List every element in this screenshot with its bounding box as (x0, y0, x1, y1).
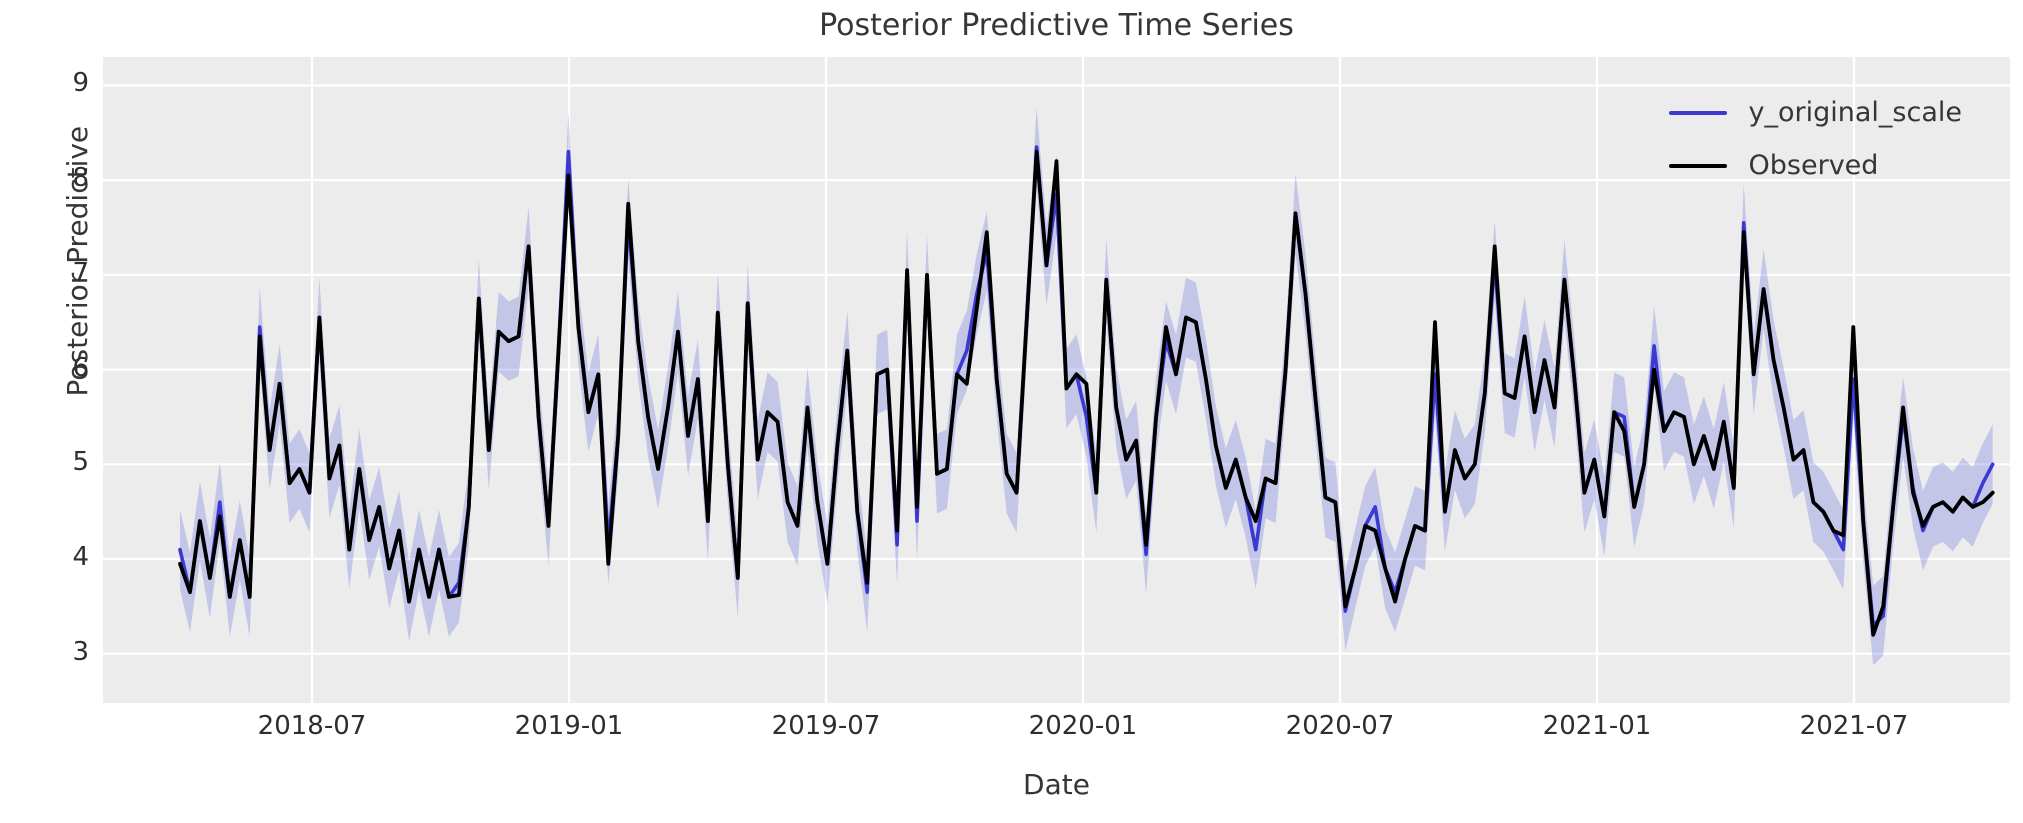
x-tick-label: 2019-07 (771, 711, 881, 741)
x-tick-label: 2020-07 (1285, 711, 1395, 741)
y-tick-label: 5 (72, 447, 89, 478)
y-tick-label: 6 (72, 352, 89, 383)
chart-title: Posterior Predictive Time Series (819, 8, 1294, 43)
y-tick-label: 8 (72, 163, 89, 194)
y-tick-label: 4 (72, 542, 89, 573)
y-tick-label: 3 (72, 636, 89, 667)
chart-canvas (103, 57, 2010, 703)
legend-item-predicted: y_original_scale (1668, 97, 1962, 128)
predicted-line-swatch-icon (1668, 110, 1727, 115)
legend: y_original_scale Observed (1668, 97, 1962, 181)
x-tick-label: 2019-01 (514, 711, 624, 741)
legend-label-predicted: y_original_scale (1748, 97, 1962, 128)
legend-item-observed: Observed (1668, 150, 1962, 181)
x-tick-label: 2021-01 (1542, 711, 1652, 741)
x-tick-label: 2018-07 (257, 711, 367, 741)
legend-label-observed: Observed (1748, 150, 1879, 181)
plot-area: y_original_scale Observed (103, 57, 2010, 703)
x-axis-label: Date (1023, 768, 1090, 801)
y-tick-label: 9 (72, 68, 89, 99)
y-tick-label: 7 (72, 257, 89, 288)
observed-line (178, 149, 1995, 637)
observed-line-swatch-icon (1668, 163, 1727, 168)
x-tick-label: 2020-01 (1028, 711, 1138, 741)
x-tick-label: 2021-07 (1799, 711, 1909, 741)
